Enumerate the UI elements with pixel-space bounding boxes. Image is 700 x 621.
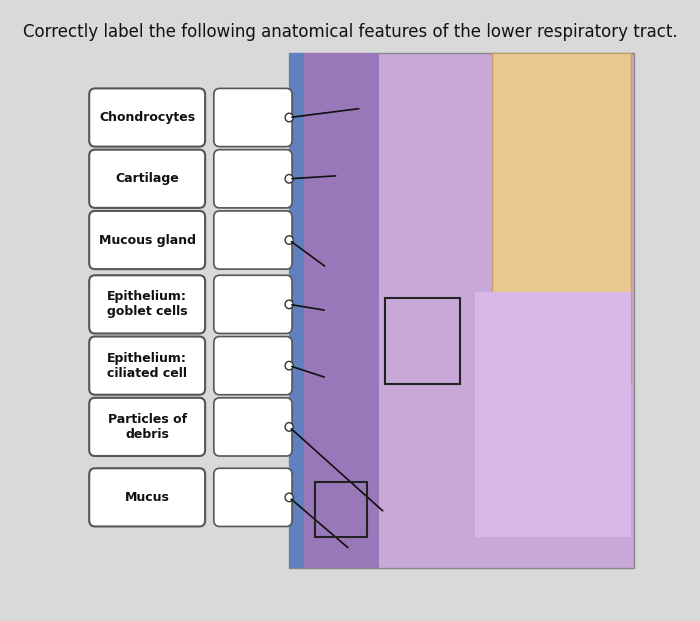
- FancyBboxPatch shape: [492, 53, 631, 384]
- FancyBboxPatch shape: [89, 275, 205, 333]
- Text: Mucus: Mucus: [125, 491, 169, 504]
- Text: Epithelium:
goblet cells: Epithelium: goblet cells: [107, 291, 188, 319]
- FancyBboxPatch shape: [89, 337, 205, 395]
- Text: Particles of
debris: Particles of debris: [108, 413, 187, 441]
- Circle shape: [285, 423, 293, 431]
- FancyBboxPatch shape: [304, 53, 379, 568]
- FancyBboxPatch shape: [89, 88, 205, 147]
- FancyBboxPatch shape: [475, 292, 631, 537]
- FancyBboxPatch shape: [89, 398, 205, 456]
- FancyBboxPatch shape: [214, 88, 292, 147]
- FancyBboxPatch shape: [89, 468, 205, 527]
- Text: Chondrocytes: Chondrocytes: [99, 111, 195, 124]
- FancyBboxPatch shape: [214, 468, 292, 527]
- FancyBboxPatch shape: [214, 211, 292, 269]
- FancyBboxPatch shape: [89, 211, 205, 269]
- Circle shape: [285, 113, 293, 122]
- Text: Cartilage: Cartilage: [116, 172, 179, 185]
- FancyBboxPatch shape: [289, 53, 304, 568]
- FancyBboxPatch shape: [214, 398, 292, 456]
- Circle shape: [285, 175, 293, 183]
- Bar: [315, 482, 368, 537]
- Circle shape: [285, 236, 293, 244]
- FancyBboxPatch shape: [89, 150, 205, 208]
- FancyBboxPatch shape: [214, 337, 292, 395]
- Circle shape: [285, 493, 293, 502]
- FancyBboxPatch shape: [289, 53, 634, 568]
- Circle shape: [285, 361, 293, 370]
- Bar: [385, 298, 460, 384]
- Text: Epithelium:
ciliated cell: Epithelium: ciliated cell: [107, 351, 187, 379]
- Circle shape: [285, 300, 293, 309]
- FancyBboxPatch shape: [214, 150, 292, 208]
- Text: Correctly label the following anatomical features of the lower respiratory tract: Correctly label the following anatomical…: [22, 23, 678, 41]
- FancyBboxPatch shape: [214, 275, 292, 333]
- Text: Mucous gland: Mucous gland: [99, 233, 196, 247]
